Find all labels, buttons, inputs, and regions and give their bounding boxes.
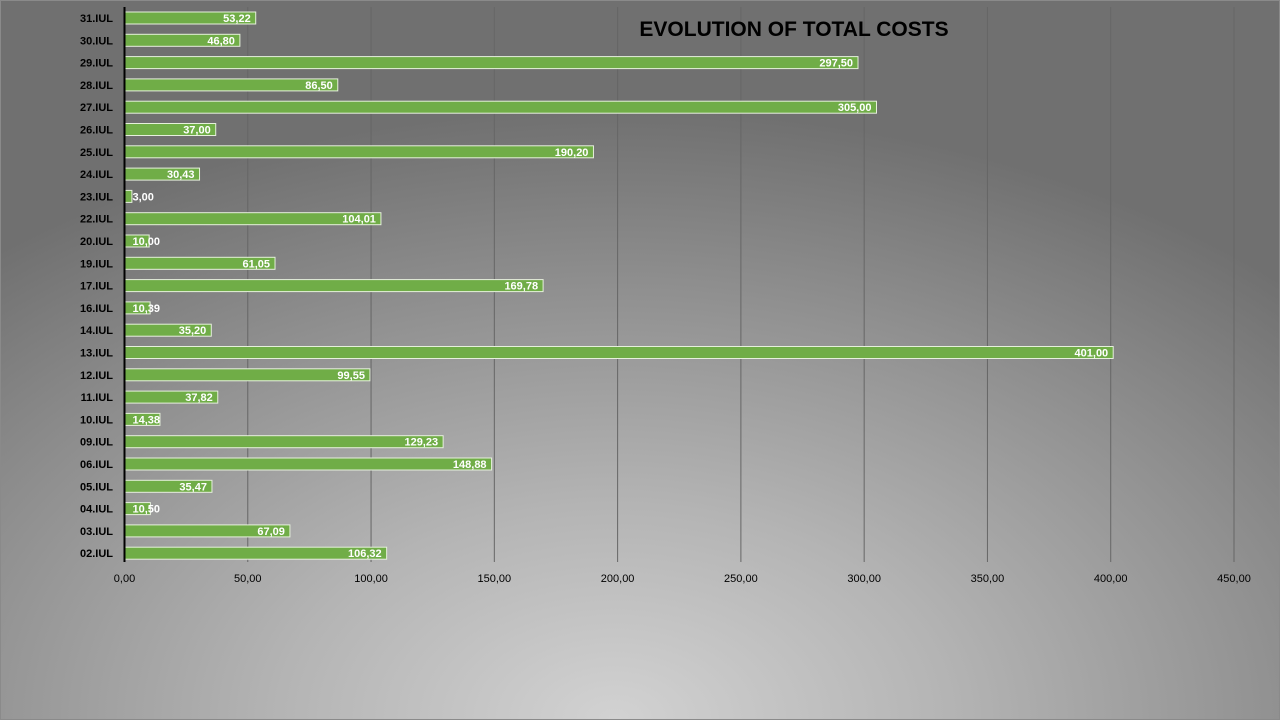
category-label: 31.IUL bbox=[80, 13, 113, 25]
category-label: 28.IUL bbox=[80, 80, 113, 92]
category-label: 29.IUL bbox=[80, 58, 113, 70]
gridlines bbox=[247, 7, 1235, 562]
x-tick-label: 50,00 bbox=[234, 573, 262, 585]
category-label: 04.IUL bbox=[80, 504, 113, 516]
x-tick-label: 450,00 bbox=[1217, 573, 1251, 585]
bar bbox=[124, 435, 444, 449]
bar bbox=[124, 368, 371, 382]
bar bbox=[124, 56, 859, 70]
category-label: 24.IUL bbox=[80, 169, 113, 181]
category-label: 13.IUL bbox=[80, 348, 113, 360]
category-label: 16.IUL bbox=[80, 303, 113, 315]
x-tick-label: 400,00 bbox=[1094, 573, 1128, 585]
bar-value-label: 401,00 bbox=[1075, 348, 1109, 360]
x-tick-label: 150,00 bbox=[478, 573, 512, 585]
bar-value-label: 148,88 bbox=[453, 459, 487, 471]
bar-value-label: 106,32 bbox=[348, 548, 382, 560]
category-label: 05.IUL bbox=[80, 481, 113, 493]
x-tick-label: 250,00 bbox=[724, 573, 758, 585]
category-label: 12.IUL bbox=[80, 370, 113, 382]
category-label: 02.IUL bbox=[80, 548, 113, 560]
bar bbox=[124, 145, 594, 159]
category-label: 20.IUL bbox=[80, 236, 113, 248]
category-label: 11.IUL bbox=[81, 392, 114, 404]
bar-value-label: 297,50 bbox=[819, 58, 853, 70]
x-tick-label: 100,00 bbox=[354, 573, 388, 585]
category-label: 26.IUL bbox=[80, 125, 113, 137]
bar-value-label: 61,05 bbox=[242, 258, 270, 270]
category-label: 03.IUL bbox=[80, 526, 113, 538]
bar-value-label: 99,55 bbox=[337, 370, 365, 382]
bar-value-label: 86,50 bbox=[305, 80, 333, 92]
bar-value-label: 10,50 bbox=[133, 504, 161, 516]
x-tick-label: 300,00 bbox=[847, 573, 881, 585]
bar-value-label: 37,00 bbox=[183, 125, 211, 137]
category-label: 19.IUL bbox=[80, 258, 113, 270]
category-label: 30.IUL bbox=[80, 35, 113, 47]
x-tick-label: 350,00 bbox=[971, 573, 1005, 585]
bar-value-label: 104,01 bbox=[342, 214, 376, 226]
category-label: 10.IUL bbox=[80, 414, 113, 426]
bar-value-label: 46,80 bbox=[207, 35, 235, 47]
category-label: 14.IUL bbox=[80, 325, 113, 337]
bar bbox=[124, 189, 133, 203]
bar-value-label: 67,09 bbox=[257, 526, 285, 538]
bar bbox=[124, 279, 544, 293]
x-tick-label: 0,00 bbox=[114, 573, 135, 585]
bar bbox=[124, 346, 1114, 359]
bar-value-label: 169,78 bbox=[504, 281, 538, 293]
bar bbox=[124, 457, 493, 471]
bar bbox=[124, 100, 877, 114]
bar-value-label: 305,00 bbox=[838, 102, 872, 114]
bar-value-label: 190,20 bbox=[555, 147, 589, 159]
category-label: 09.IUL bbox=[80, 437, 113, 449]
bar-value-label: 10,00 bbox=[133, 236, 161, 248]
bar-value-label: 35,47 bbox=[179, 481, 207, 493]
category-label: 17.IUL bbox=[80, 281, 113, 293]
bar-value-label: 129,23 bbox=[404, 437, 438, 449]
bar-value-label: 10,39 bbox=[133, 303, 161, 315]
axes: 0,00 50,00 100,00 150,00 200,00 250,00 300,00 3… bbox=[80, 7, 1251, 585]
bar-value-label: 30,43 bbox=[167, 169, 195, 181]
category-label: 25.IUL bbox=[80, 147, 113, 159]
category-label: 22.IUL bbox=[80, 214, 113, 226]
bar-value-label: 14,38 bbox=[133, 414, 161, 426]
category-label: 23.IUL bbox=[80, 191, 113, 203]
chart-title: EVOLUTION OF TOTAL COSTS bbox=[639, 18, 948, 41]
bar-value-label: 35,20 bbox=[179, 325, 207, 337]
x-tick-label: 200,00 bbox=[601, 573, 635, 585]
category-label: 06.IUL bbox=[80, 459, 113, 471]
bar-value-label: 53,22 bbox=[223, 13, 251, 25]
bar-value-label: 3,00 bbox=[133, 191, 154, 203]
category-label: 27.IUL bbox=[80, 102, 113, 114]
bars: 106,32 67,09 10,50 35,47 148,88 129,23 14,38 37… bbox=[124, 11, 1114, 560]
bar-value-label: 37,82 bbox=[185, 392, 213, 404]
